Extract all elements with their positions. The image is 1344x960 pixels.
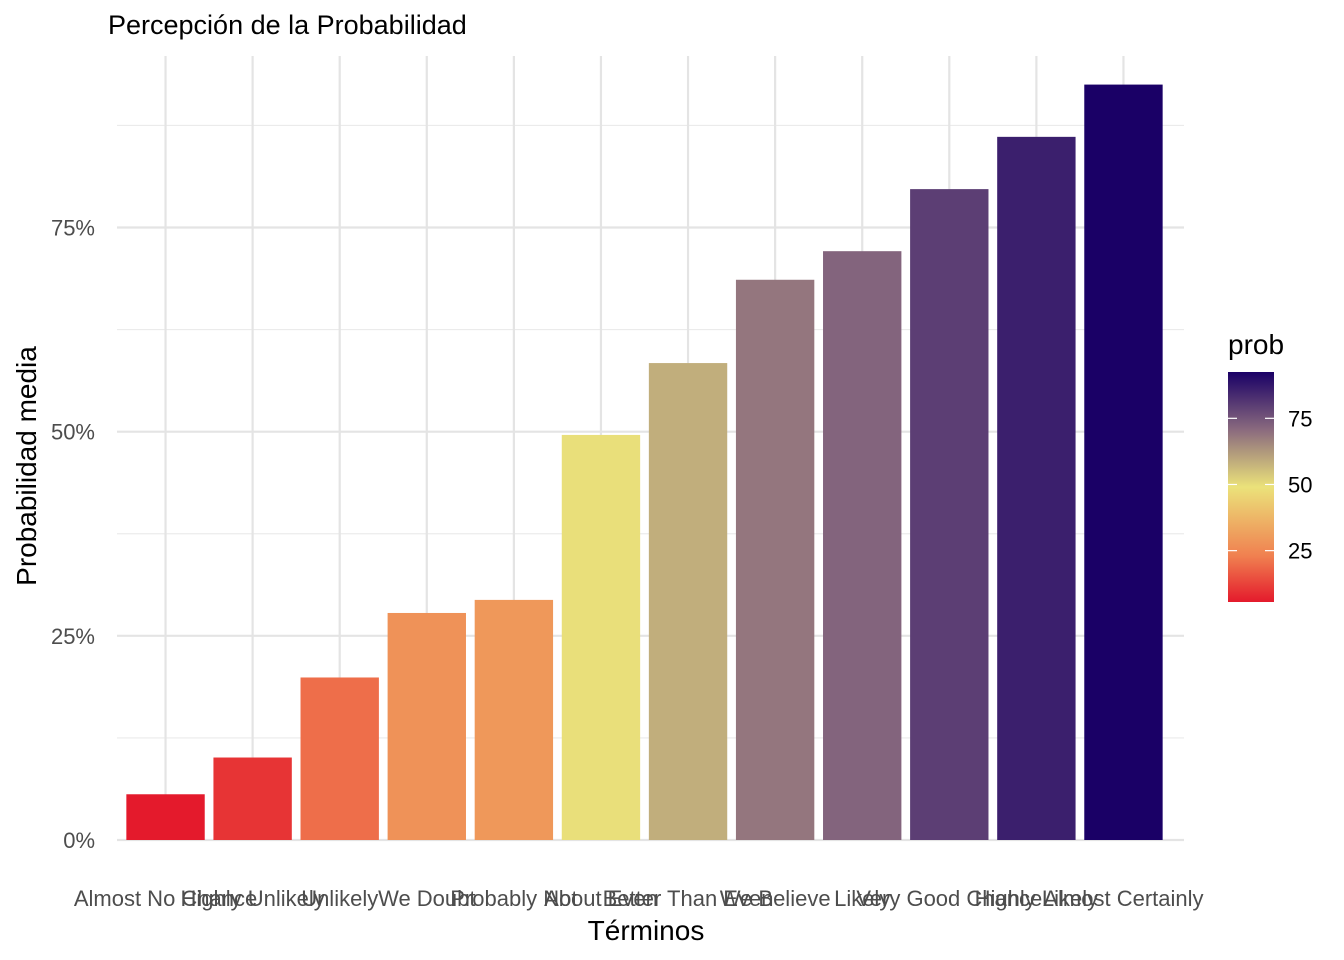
bar [126,794,205,840]
x-tick-label: Highly Likely [975,886,1099,911]
legend-ticks: 25 50 75 [1228,406,1312,564]
x-tick-label: Highly Unlikely [180,886,324,911]
x-tick-label: Unlikely [301,886,378,911]
bars [126,84,1163,841]
bar [474,599,554,840]
legend-tick-label: 75 [1288,406,1312,431]
bar [1084,84,1163,841]
chart-title: Percepción de la Probabilidad [108,10,467,40]
y-tick-label: 75% [51,216,95,241]
bar [561,434,641,840]
y-tick-labels: 0% 25% 50% 75% [51,216,95,854]
bar [300,677,379,840]
bar [910,189,989,840]
legend-tick-label: 25 [1288,539,1312,564]
bar [387,612,466,840]
x-tick-label: About Even [544,886,658,911]
y-tick-label: 50% [51,420,95,445]
bar [997,136,1076,841]
x-tick-label: Better Than Even [603,886,774,911]
x-tick-label: We Doubt [378,886,475,911]
y-tick-label: 25% [51,624,95,649]
x-tick-label: Almost Certainly [1043,886,1203,911]
color-legend: prob 25 50 75 [1228,329,1312,602]
bar [648,363,728,840]
x-axis-title: Términos [588,915,705,946]
y-axis-title: Probabilidad media [11,346,42,586]
x-tick-label: Almost No Chance [74,886,257,911]
x-tick-label: We Believe [720,886,831,911]
bar [735,279,815,840]
bar [823,251,902,840]
legend-tick-label: 50 [1288,472,1312,497]
x-tick-label: Likely [834,886,890,911]
x-tick-label: Very Good Chance [856,886,1042,911]
legend-title: prob [1228,329,1284,360]
bar [213,757,292,840]
x-tick-label: Probably Not [450,886,577,911]
legend-colorbar [1228,372,1274,602]
y-tick-label: 0% [63,828,95,853]
